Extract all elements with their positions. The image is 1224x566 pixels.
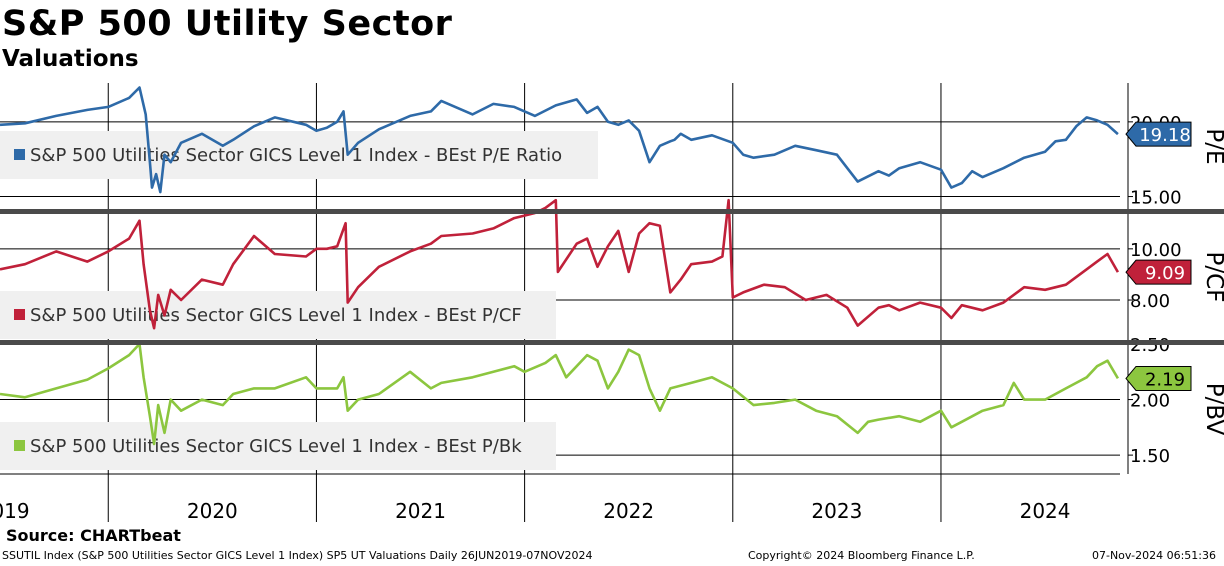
x-tick-label: 2020: [187, 499, 238, 523]
x-tick-label: 2021: [395, 499, 446, 523]
y-tick-label: 2.00: [1130, 391, 1170, 412]
legend-label: S&P 500 Utilities Sector GICS Level 1 In…: [30, 305, 522, 326]
x-tick-label: 2019: [0, 499, 30, 523]
y-tick-label: 15.00: [1130, 188, 1182, 209]
legend-swatch: [14, 440, 25, 451]
panel-divider: [0, 209, 1224, 214]
series-line: [0, 198, 1120, 330]
legend-box: [0, 422, 556, 470]
legend-label: S&P 500 Utilities Sector GICS Level 1 In…: [30, 436, 522, 457]
footer-timestamp: 07-Nov-2024 06:51:36: [1091, 549, 1216, 562]
footer-index-description: SSUTIL Index (S&P 500 Utilities Sector G…: [2, 549, 593, 562]
series-line: [0, 342, 1120, 446]
y-tick-label: 8.00: [1130, 291, 1170, 312]
x-tick-label: 2023: [811, 499, 862, 523]
last-value-tag: [1125, 259, 1192, 285]
x-tick-label: 2024: [1020, 499, 1071, 523]
last-value-label: 19.18: [1139, 125, 1191, 146]
legend-label: S&P 500 Utilities Sector GICS Level 1 In…: [30, 145, 562, 166]
legend-swatch: [14, 309, 25, 320]
y-axis-title: P/BV: [1201, 383, 1224, 436]
y-tick-label: 1.50: [1130, 446, 1170, 467]
legend-box: [0, 131, 598, 179]
y-tick-label: 10.00: [1130, 240, 1182, 261]
x-tick-label: 2022: [603, 499, 654, 523]
source-label: Source: CHARTbeat: [6, 526, 181, 545]
y-axis-title: P/CF: [1201, 252, 1224, 303]
y-axis-title: P/E: [1201, 128, 1224, 164]
legend-swatch: [14, 149, 25, 160]
legend-box: [0, 291, 556, 339]
series-line: [0, 86, 1119, 194]
chart-title: S&P 500 Utility Sector: [2, 4, 453, 44]
last-value-label: 9.09: [1145, 263, 1185, 284]
panel-divider: [0, 340, 1224, 345]
last-value-tag: [1125, 121, 1192, 147]
last-value-tag: [1125, 365, 1192, 391]
footer-copyright: Copyright© 2024 Bloomberg Finance L.P.: [748, 549, 975, 562]
y-tick-label: 2.50: [1130, 335, 1170, 356]
chart-subtitle: Valuations: [2, 46, 139, 72]
last-value-label: 2.19: [1145, 369, 1185, 390]
